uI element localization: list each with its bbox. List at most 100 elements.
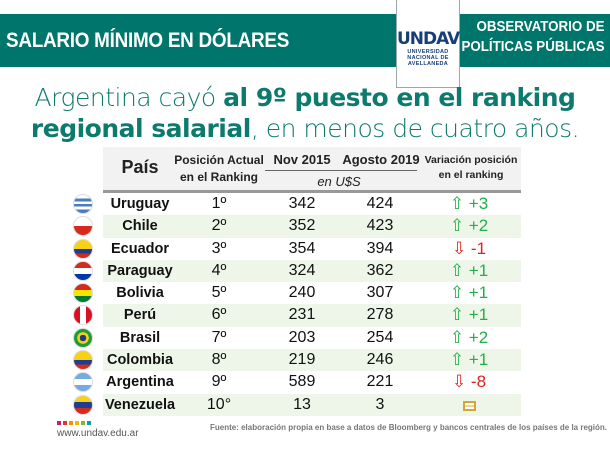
flag-icon bbox=[73, 238, 93, 259]
header-divider bbox=[265, 170, 417, 171]
table-header: País Posición Actual en el Ranking Nov 2… bbox=[103, 147, 521, 193]
header-position: Posición Actual en el Ranking bbox=[174, 153, 264, 184]
table-row: Perú 6º 231 278 ⇧ +1 bbox=[73, 304, 521, 327]
footer-url[interactable]: www.undav.edu.ar bbox=[57, 428, 139, 439]
equal-icon bbox=[462, 400, 476, 411]
arrow-up-icon: ⇧ bbox=[449, 194, 469, 213]
agosto-2019-value: 254 bbox=[366, 328, 394, 346]
variation-value: +3 bbox=[468, 194, 489, 213]
agosto-2019-value: 278 bbox=[366, 306, 394, 324]
country-name: Argentina bbox=[106, 374, 174, 391]
agosto-2019-value: 221 bbox=[366, 373, 394, 391]
observatorio-label: OBSERVATORIO DE POLÍTICAS PÚBLICAS bbox=[460, 19, 604, 55]
arrow-up-icon: ⇧ bbox=[449, 216, 469, 236]
header-band bbox=[0, 14, 610, 67]
header-variation: Variación posición en el ranking bbox=[424, 154, 518, 181]
variation-cell: ⇧ +2 bbox=[417, 327, 521, 349]
nov-2015-value: 589 bbox=[288, 373, 316, 391]
variation-value: +2 bbox=[468, 327, 489, 347]
table-row: Argentina 9º 589 221 ⇩ -8 bbox=[73, 371, 521, 393]
flag-icon bbox=[73, 305, 93, 326]
arrow-down-icon: ⇩ bbox=[451, 238, 471, 258]
arrow-up-icon: ⇧ bbox=[449, 350, 469, 370]
agosto-2019-value: 246 bbox=[366, 351, 394, 369]
position: 5º bbox=[211, 284, 227, 302]
variation-value: +2 bbox=[468, 216, 489, 236]
table-row: Chile 2º 352 423 ⇧ +2 bbox=[73, 215, 521, 238]
position: 1º bbox=[211, 195, 227, 212]
table-row: Uruguay 1º 342 424 ⇧ +3 bbox=[73, 193, 521, 215]
arrow-up-icon: ⇧ bbox=[449, 305, 469, 325]
table-row: Colombia 8º 219 246 ⇧ +1 bbox=[73, 349, 521, 372]
country-name: Paraguay bbox=[107, 262, 173, 279]
position: 4º bbox=[211, 261, 227, 279]
agosto-2019-value: 424 bbox=[366, 195, 394, 212]
position: 2º bbox=[211, 217, 227, 235]
nov-2015-value: 231 bbox=[288, 306, 316, 324]
variation-value: +1 bbox=[468, 305, 489, 325]
table-row: Ecuador 3º 354 394 ⇩ -1 bbox=[73, 238, 521, 260]
variation-value: -1 bbox=[470, 238, 487, 258]
agosto-2019-value: 394 bbox=[366, 239, 394, 257]
nov-2015-value: 324 bbox=[288, 261, 316, 279]
variation-cell: ⇧ +1 bbox=[417, 304, 521, 326]
source-note: Fuente: elaboración propia en base a dat… bbox=[210, 423, 607, 432]
country-name: Uruguay bbox=[110, 196, 170, 212]
header-nov-2015: Nov 2015 bbox=[273, 152, 331, 167]
header-agosto-2019: Agosto 2019 bbox=[342, 152, 420, 167]
flag-icon bbox=[73, 260, 93, 281]
country-name: Bolivia bbox=[116, 285, 164, 302]
position: 8º bbox=[211, 351, 227, 369]
variation-cell: ⇧ +1 bbox=[417, 282, 521, 304]
arrow-up-icon: ⇧ bbox=[449, 283, 469, 303]
arrow-up-icon: ⇧ bbox=[449, 327, 469, 347]
headline-line-1: Argentina cayó al 9º puesto en el rankin… bbox=[34, 83, 576, 112]
country-name: Colombia bbox=[106, 352, 174, 369]
position: 6º bbox=[211, 306, 227, 324]
variation-cell: ⇧ +2 bbox=[417, 215, 521, 237]
ranking-table: País Posición Actual en el Ranking Nov 2… bbox=[73, 147, 521, 417]
nov-2015-value: 352 bbox=[288, 217, 316, 235]
country-name: Chile bbox=[122, 218, 158, 235]
nov-2015-value: 219 bbox=[288, 351, 316, 369]
variation-cell: ⇩ -8 bbox=[417, 371, 521, 393]
variation-value: +1 bbox=[468, 350, 489, 370]
agosto-2019-value: 307 bbox=[366, 284, 394, 302]
table-row: Bolivia 5º 240 307 ⇧ +1 bbox=[73, 282, 521, 304]
variation-cell: ⇧ +3 bbox=[417, 193, 521, 215]
agosto-2019-value: 362 bbox=[366, 261, 394, 279]
arrow-up-icon: ⇧ bbox=[449, 260, 469, 280]
nov-2015-value: 240 bbox=[288, 284, 316, 302]
nov-2015-value: 203 bbox=[288, 328, 316, 346]
flag-icon bbox=[73, 394, 93, 415]
page-title: SALARIO MÍNIMO EN DÓLARES bbox=[6, 29, 290, 52]
flag-icon bbox=[73, 372, 93, 393]
nov-2015-value: 354 bbox=[288, 239, 316, 257]
agosto-2019-value: 423 bbox=[366, 217, 394, 235]
table-row: Brasil 7º 203 254 ⇧ +2 bbox=[73, 327, 521, 349]
flag-icon bbox=[73, 194, 93, 214]
agosto-2019-value: 3 bbox=[375, 395, 385, 413]
country-name: Venezuela bbox=[104, 396, 176, 413]
flag-icon bbox=[73, 283, 93, 304]
brand-dots bbox=[57, 421, 91, 425]
country-name: Perú bbox=[123, 307, 157, 324]
position: 7º bbox=[211, 328, 227, 346]
variation-cell bbox=[417, 394, 521, 417]
nov-2015-value: 13 bbox=[293, 395, 311, 413]
nov-2015-value: 342 bbox=[288, 195, 316, 212]
variation-value: +1 bbox=[468, 283, 489, 303]
arrow-down-icon: ⇩ bbox=[451, 372, 471, 392]
variation-cell: ⇧ +1 bbox=[417, 349, 521, 371]
table-row: Venezuela 10° 13 3 bbox=[73, 393, 521, 417]
undav-logo: UNDAV UNIVERSIDAD NACIONAL DE AVELLANEDA bbox=[396, 0, 460, 88]
variation-value: -8 bbox=[470, 372, 487, 392]
flag-icon bbox=[73, 216, 93, 237]
flag-icon bbox=[73, 350, 93, 371]
position: 3º bbox=[211, 239, 227, 257]
headline-line-2: regional salarial, en menos de cuatro añ… bbox=[30, 114, 580, 143]
variation-cell: ⇧ +1 bbox=[417, 260, 521, 282]
variation-value: +1 bbox=[468, 260, 489, 280]
position: 10° bbox=[206, 395, 232, 413]
flag-icon bbox=[73, 327, 93, 348]
